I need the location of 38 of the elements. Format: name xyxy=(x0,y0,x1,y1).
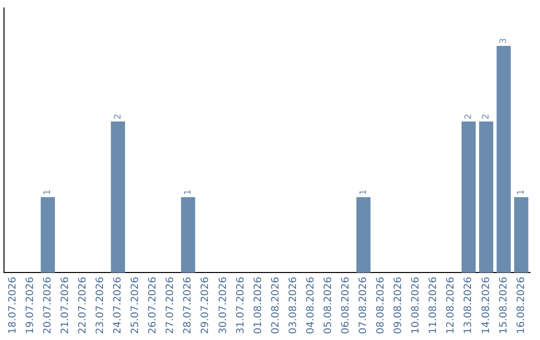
data-label: 1 xyxy=(358,189,369,196)
x-tick-label: 20.07.2026 xyxy=(42,276,54,334)
x-tick-label: 15.08.2026 xyxy=(498,276,510,334)
x-tick-label: 11.08.2026 xyxy=(428,276,440,334)
data-label: 1 xyxy=(183,189,194,196)
x-tick-label: 05.08.2026 xyxy=(322,276,334,334)
x-tick-label: 27.07.2026 xyxy=(165,276,176,334)
x-tick-label: 07.08.2026 xyxy=(358,276,370,334)
x-tick-label: 12.08.2026 xyxy=(446,276,457,334)
data-label: 1 xyxy=(516,189,527,196)
x-tick-label: 13.08.2026 xyxy=(463,276,474,334)
data-label: 3 xyxy=(499,38,510,44)
x-tick-label: 29.07.2026 xyxy=(200,276,212,334)
data-label: 2 xyxy=(113,114,124,120)
x-tick-label: 16.08.2026 xyxy=(516,276,527,334)
x-tick-label: 24.07.2026 xyxy=(112,276,124,334)
x-tick-label: 31.07.2026 xyxy=(235,276,246,334)
x-tick-label: 21.07.2026 xyxy=(60,276,71,334)
x-tick-label: 06.08.2026 xyxy=(340,276,352,334)
x-tick-label: 22.07.2026 xyxy=(77,276,88,334)
x-tick-label: 02.08.2026 xyxy=(270,276,282,334)
data-label: 2 xyxy=(464,114,474,120)
data-label: 1 xyxy=(43,189,54,196)
x-tick-label: 25.07.2026 xyxy=(130,276,142,334)
x-tick-label: 04.08.2026 xyxy=(305,276,316,334)
x-tick-label: 26.07.2026 xyxy=(148,276,159,334)
x-tick-label: 10.08.2026 xyxy=(410,276,422,334)
x-tick-label: 09.08.2026 xyxy=(393,276,404,334)
x-tick-label: 19.07.2026 xyxy=(24,276,36,334)
x-tick-label: 08.08.2026 xyxy=(376,276,387,334)
x-tick-label: 28.07.2026 xyxy=(182,276,194,334)
x-tick-label: 01.08.2026 xyxy=(252,276,264,334)
x-tick-label: 14.08.2026 xyxy=(480,276,492,334)
x-tick-label: 18.07.2026 xyxy=(7,276,18,334)
x-tick-label: 30.07.2026 xyxy=(218,276,229,334)
x-tick-label: 03.08.2026 xyxy=(288,276,299,334)
x-tick-label: 23.07.2026 xyxy=(95,276,106,334)
data-label: 2 xyxy=(482,114,492,120)
